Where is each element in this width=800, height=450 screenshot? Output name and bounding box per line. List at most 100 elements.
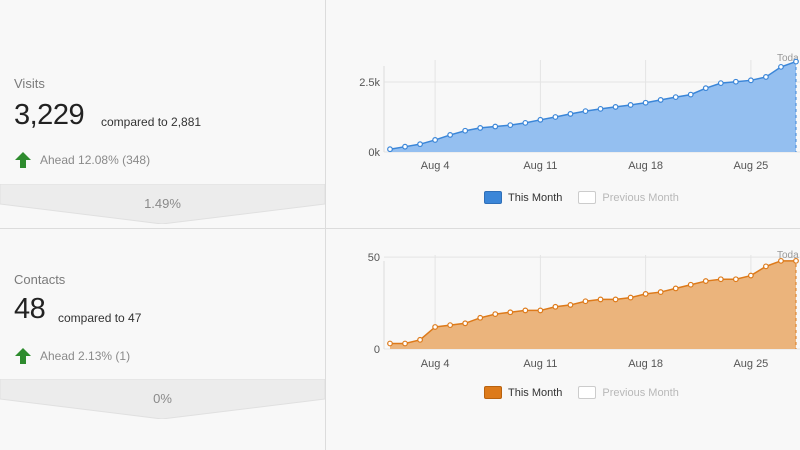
contacts-chart: 0 50 Aug 4 Aug 11 Aug 18 Aug 25 Toda This Mont…	[326, 229, 800, 450]
data-point[interactable]	[778, 257, 784, 264]
data-point[interactable]	[492, 123, 499, 130]
data-point[interactable]	[567, 302, 574, 308]
data-point[interactable]	[687, 281, 694, 288]
data-point[interactable]	[672, 285, 679, 292]
visits-percent-change-band[interactable]: 1.49%	[0, 184, 325, 224]
data-point[interactable]	[717, 80, 724, 87]
visits-percent-change: 1.49%	[144, 196, 181, 211]
visits-row: Visits 3,229 compared to 2,881 Ahead 12.…	[0, 0, 800, 229]
data-point[interactable]	[432, 137, 439, 143]
legend-previous-month[interactable]: Previous Month	[602, 191, 679, 204]
visits-area-chart: 0k 2.5k Aug 4 Aug 11 Aug 18 Aug 25 Toda	[359, 53, 800, 172]
data-point[interactable]	[492, 311, 499, 318]
data-point[interactable]	[597, 296, 604, 303]
contacts-compared-text: compared to 47	[58, 311, 142, 325]
data-point[interactable]	[582, 298, 589, 305]
y-tick-label: 0k	[368, 147, 380, 159]
chevron-down-icon	[0, 184, 325, 224]
data-point[interactable]	[612, 104, 619, 110]
legend-this-month[interactable]: This Month	[508, 386, 563, 399]
y-tick-label: 0	[374, 344, 380, 356]
y-tick-label: 2.5k	[359, 77, 380, 89]
data-point[interactable]	[582, 108, 589, 115]
data-point[interactable]	[552, 114, 559, 120]
data-point[interactable]	[402, 340, 408, 347]
data-point[interactable]	[537, 116, 544, 123]
data-point[interactable]	[612, 296, 619, 303]
data-point[interactable]	[462, 127, 469, 134]
contacts-percent-change-band[interactable]: 0%	[0, 379, 325, 419]
data-point[interactable]	[507, 122, 514, 129]
data-point[interactable]	[477, 314, 484, 321]
data-point[interactable]	[793, 58, 799, 65]
data-point[interactable]	[627, 102, 634, 108]
visits-value: 3,229	[14, 99, 85, 131]
x-tick-label: Aug 11	[523, 160, 557, 172]
data-point[interactable]	[763, 74, 769, 80]
contacts-value: 48	[14, 293, 46, 325]
data-point[interactable]	[447, 322, 454, 329]
legend-swatch-previous-month	[578, 191, 597, 204]
x-tick-label: Aug 4	[421, 160, 450, 172]
today-label: Toda	[777, 53, 799, 64]
data-point[interactable]	[402, 143, 408, 150]
data-point[interactable]	[552, 303, 559, 310]
data-point[interactable]	[717, 276, 724, 283]
data-point[interactable]	[747, 77, 754, 84]
data-point[interactable]	[417, 141, 423, 148]
up-arrow-icon	[15, 348, 31, 364]
data-point[interactable]	[537, 307, 544, 314]
series-area-this-month	[390, 61, 796, 153]
x-tick-label: Aug 18	[628, 160, 663, 172]
data-point[interactable]	[702, 85, 709, 92]
x-tick-label: Aug 25	[733, 160, 768, 172]
visits-summary-panel: Visits 3,229 compared to 2,881 Ahead 12.…	[0, 0, 326, 228]
x-tick-label: Aug 25	[733, 358, 768, 370]
data-point[interactable]	[462, 320, 469, 327]
data-point[interactable]	[567, 111, 574, 117]
data-point[interactable]	[417, 336, 423, 343]
data-point[interactable]	[642, 99, 649, 106]
visits-ahead-text: Ahead 12.08% (348)	[40, 153, 151, 167]
visits-label: Visits	[14, 76, 45, 91]
series-line-this-month	[390, 260, 796, 345]
data-point[interactable]	[702, 278, 709, 284]
data-point[interactable]	[687, 91, 694, 98]
data-point[interactable]	[763, 263, 769, 270]
data-point[interactable]	[507, 309, 514, 316]
x-tick-label: Aug 11	[523, 358, 557, 370]
legend-swatch-this-month	[484, 386, 502, 399]
data-point[interactable]	[597, 105, 604, 112]
data-point[interactable]	[778, 63, 784, 70]
data-point[interactable]	[387, 340, 393, 347]
x-tick-label: Aug 18	[628, 358, 663, 370]
series-line-this-month	[389, 60, 797, 150]
data-point[interactable]	[657, 97, 664, 103]
contacts-label: Contacts	[14, 272, 66, 287]
legend-this-month[interactable]: This Month	[508, 191, 563, 204]
data-point[interactable]	[747, 272, 754, 279]
legend-previous-month[interactable]: Previous Month	[602, 386, 679, 399]
data-point[interactable]	[793, 257, 799, 264]
visits-chart: 0k 2.5k Aug 4 Aug 11 Aug 18 Aug 25 Toda This M…	[326, 0, 800, 228]
data-point[interactable]	[447, 132, 454, 138]
data-point[interactable]	[522, 119, 529, 126]
contacts-ahead-status: Ahead 2.13% (1)	[14, 347, 130, 365]
data-point[interactable]	[732, 276, 739, 283]
data-point[interactable]	[732, 78, 739, 85]
data-point[interactable]	[432, 324, 439, 330]
contacts-area-chart: 0 50 Aug 4 Aug 11 Aug 18 Aug 25 Toda	[368, 250, 800, 370]
data-point[interactable]	[477, 125, 484, 131]
visits-legend: This Month Previous Month	[484, 191, 679, 204]
contacts-summary-panel: Contacts 48 compared to 47 Ahead 2.13% (…	[0, 229, 326, 450]
data-point[interactable]	[522, 307, 529, 314]
data-point[interactable]	[387, 146, 393, 153]
legend-swatch-this-month	[484, 191, 502, 204]
contacts-row: Contacts 48 compared to 47 Ahead 2.13% (…	[0, 229, 800, 450]
data-point[interactable]	[642, 291, 649, 297]
data-point[interactable]	[672, 94, 679, 101]
visits-compared-text: compared to 2,881	[101, 115, 202, 129]
data-point[interactable]	[627, 294, 634, 301]
series-area-this-month	[390, 260, 796, 349]
data-point[interactable]	[657, 289, 664, 295]
